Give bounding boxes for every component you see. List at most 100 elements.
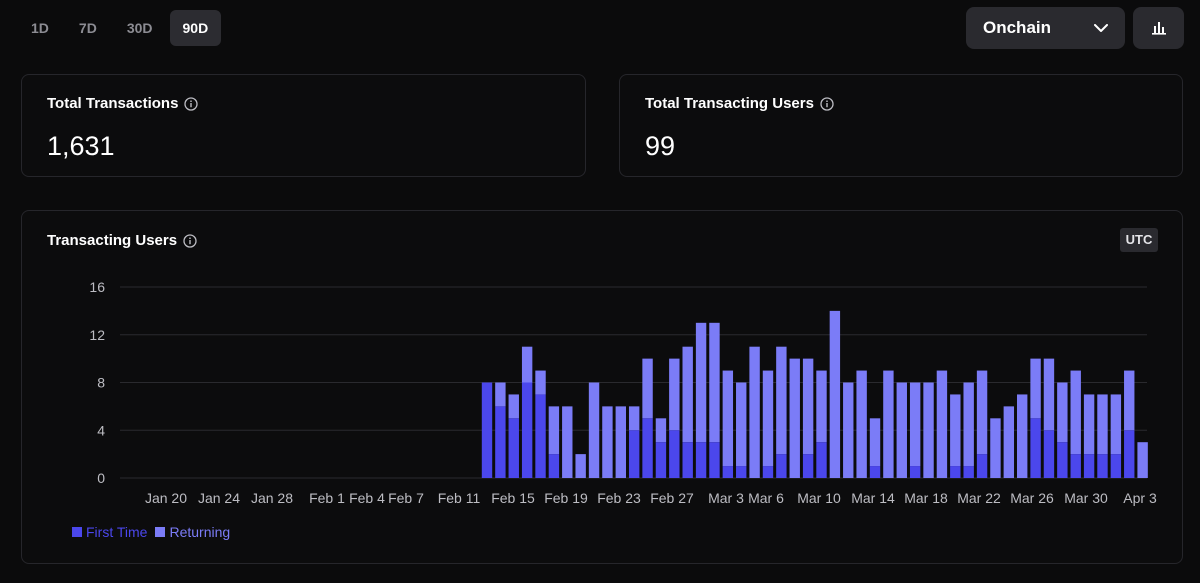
bar-returning [1057,382,1068,443]
bar-returning [789,358,800,478]
bar-returning [602,406,613,478]
bar-first-time [1083,454,1095,478]
bar-returning [1097,394,1108,455]
y-tick-label: 16 [89,279,105,295]
bar-first-time [669,430,680,478]
bar-first-time [535,394,546,478]
tab-1d[interactable]: 1D [31,20,49,36]
bar-returning [829,310,841,478]
info-icon[interactable] [183,233,197,248]
total-transactions-value: 1,631 [47,131,115,161]
bar-returning [709,322,720,443]
x-tick-label: Jan 28 [251,490,293,506]
tab-90d[interactable]: 90D [169,10,222,46]
bar-returning [950,394,961,467]
x-tick-label: Mar 26 [1010,490,1054,506]
bar-returning [642,358,653,419]
legend-swatch-first-time [72,527,82,537]
bar-first-time [682,442,693,478]
bar-returning [762,370,774,467]
source-dropdown[interactable]: Onchain [966,7,1125,49]
bar-first-time [695,442,707,478]
total-transactions-label: Total Transactions [47,95,179,112]
legend-item-first-time[interactable]: First Time [72,524,147,540]
total-users-label: Total Transacting Users [645,95,814,112]
bar-returning [669,358,680,431]
bar-returning [802,358,814,455]
bar-first-time [869,466,881,478]
x-tick-label: Feb 1 [309,490,345,506]
bar-first-time [481,382,493,478]
x-tick-label: Feb 27 [650,490,694,506]
legend-item-returning[interactable]: Returning [155,524,230,540]
x-tick-label: Mar 14 [851,490,895,506]
bar-first-time [495,406,506,478]
bar-returning [521,346,533,383]
x-tick-label: Mar 18 [904,490,948,506]
bar-returning [495,382,506,407]
bar-returning [1017,394,1028,478]
bar-returning [816,370,827,443]
info-icon[interactable] [820,96,834,111]
bar-first-time [762,466,774,478]
x-tick-label: Feb 23 [597,490,641,506]
bar-first-time [508,418,519,478]
chart-card: Transacting Users [21,210,1183,564]
bar-returning [1083,394,1095,455]
x-tick-label: Mar 22 [957,490,1001,506]
bar-returning [655,418,667,443]
bar-returning [976,370,988,455]
legend-label-first-time: First Time [86,524,148,540]
bar-first-time [976,454,988,478]
bar-first-time [628,430,640,478]
bar-returning [963,382,974,467]
bar-first-time [1043,430,1055,478]
bar-returning [548,406,560,455]
bar-returning [843,382,854,478]
bar-first-time [1124,430,1135,478]
x-tick-label: Jan 24 [198,490,240,506]
total-transactions-card: Total Transactions 1,631 [21,74,586,177]
chart-legend: First Time Returning [72,524,230,540]
chart-type-button[interactable] [1133,7,1184,49]
tab-30d[interactable]: 30D [126,20,153,36]
bar-returning [695,322,707,443]
legend-label-returning: Returning [169,524,231,540]
bar-returning [588,382,600,478]
bar-chart-icon [1151,22,1166,35]
bar-returning [535,370,546,395]
x-tick-label: Mar 10 [797,490,841,506]
tab-7d[interactable]: 7D [78,20,97,36]
bar-returning [936,370,948,478]
bar-first-time [1057,442,1068,478]
bar-returning [896,382,907,478]
bar-returning [1043,358,1055,431]
bar-first-time [548,454,560,478]
bar-returning [776,346,787,455]
bar-returning [883,370,894,478]
bar-returning [736,382,747,467]
bar-first-time [1030,418,1041,478]
bar-first-time [776,454,787,478]
bar-returning [869,418,881,467]
bar-first-time [1097,454,1108,478]
bar-first-time [963,466,974,478]
x-tick-label: Feb 11 [438,490,481,506]
info-icon[interactable] [184,96,199,111]
time-range-tabs: 1D 7D 30D 90D [18,10,222,46]
bar-returning [1003,406,1015,478]
bar-first-time [722,466,734,478]
chevron-down-icon [1094,23,1108,32]
bar-first-time [642,418,653,478]
legend-swatch-returning [155,527,166,537]
bar-returning [749,346,760,478]
y-tick-label: 12 [89,327,105,343]
y-tick-label: 0 [97,470,105,486]
timezone-badge[interactable]: UTC [1120,228,1158,252]
bar-returning [990,418,1001,478]
bar-returning [856,370,867,478]
bar-returning [909,382,921,467]
x-tick-label: Mar 6 [748,490,784,506]
bar-first-time [736,466,747,478]
bar-returning [722,370,734,467]
